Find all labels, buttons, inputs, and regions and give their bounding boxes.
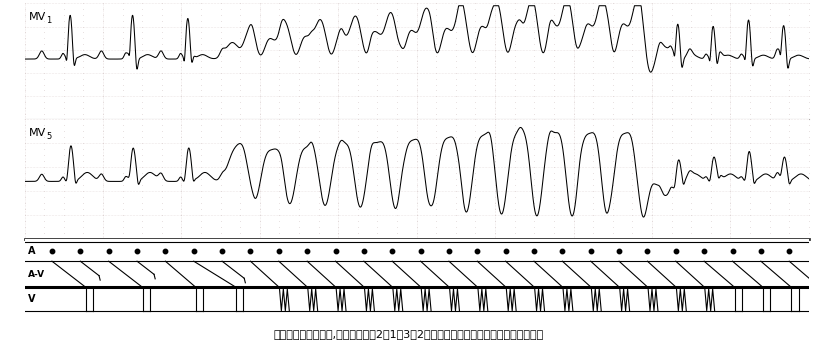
Text: 1: 1 xyxy=(47,16,51,25)
Text: MV: MV xyxy=(29,128,46,138)
Text: V: V xyxy=(28,294,35,304)
Text: A: A xyxy=(28,247,35,256)
Text: MV: MV xyxy=(29,12,46,21)
Text: A-V: A-V xyxy=(28,270,45,279)
Text: 5: 5 xyxy=(47,132,51,142)
Text: 阵发性房性心动过速,有时伴干扰性2：1～3：2房室文氏现象及连续性心室内差异性传导: 阵发性房性心动过速,有时伴干扰性2：1～3：2房室文氏现象及连续性心室内差异性传… xyxy=(274,329,543,339)
